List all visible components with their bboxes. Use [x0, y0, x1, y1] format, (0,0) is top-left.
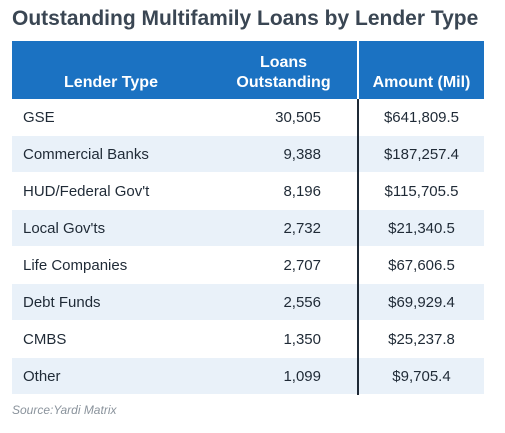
cell-amount: $115,705.5: [357, 172, 484, 210]
cell-lender-type: Local Gov'ts: [12, 209, 210, 247]
table-row: CMBS 1,350 $25,237.8: [12, 320, 484, 358]
table-row: Commercial Banks 9,388 $187,257.4: [12, 135, 484, 173]
cell-amount: $25,237.8: [357, 320, 484, 358]
column-header-loans-outstanding-label: Loans Outstanding: [210, 53, 357, 99]
column-header-lender-type: Lender Type: [12, 41, 210, 99]
cell-lender-type: Other: [12, 357, 210, 395]
table-row: Local Gov'ts 2,732 $21,340.5: [12, 209, 484, 247]
table-header-row: Lender Type Loans Outstanding Amount (Mi…: [12, 41, 484, 99]
cell-loans-outstanding: 1,099: [210, 357, 358, 395]
column-header-loans-outstanding: Loans Outstanding: [210, 41, 358, 99]
column-header-amount-label: Amount (Mil): [372, 74, 471, 91]
cell-amount: $187,257.4: [357, 135, 484, 173]
column-header-loans-line-1: Loans: [259, 54, 308, 71]
column-header-loans-line-2: Outstanding: [236, 74, 331, 91]
cell-amount: $69,929.4: [357, 283, 484, 321]
cell-lender-type: GSE: [12, 99, 210, 136]
cell-lender-type: Commercial Banks: [12, 135, 210, 173]
cell-lender-type: CMBS: [12, 320, 210, 358]
cell-loans-outstanding: 8,196: [210, 172, 358, 210]
cell-amount: $21,340.5: [357, 209, 484, 247]
cell-amount: $9,705.4: [357, 357, 484, 395]
table-row: Other 1,099 $9,705.4: [12, 357, 484, 395]
chart-title: Outstanding Multifamily Loans by Lender …: [12, 7, 479, 30]
table-row: Life Companies 2,707 $67,606.5: [12, 246, 484, 284]
cell-lender-type: Debt Funds: [12, 283, 210, 321]
cell-loans-outstanding: 9,388: [210, 135, 358, 173]
column-header-amount: Amount (Mil): [357, 41, 484, 99]
lender-table: Lender Type Loans Outstanding Amount (Mi…: [12, 41, 484, 395]
cell-amount: $67,606.5: [357, 246, 484, 284]
table-row: Debt Funds 2,556 $69,929.4: [12, 283, 484, 321]
table-row: HUD/Federal Gov't 8,196 $115,705.5: [12, 172, 484, 210]
cell-lender-type: Life Companies: [12, 246, 210, 284]
cell-loans-outstanding: 1,350: [210, 320, 358, 358]
cell-amount: $641,809.5: [357, 99, 484, 136]
table-body: GSE 30,505 $641,809.5 Commercial Banks 9,388…: [12, 99, 484, 395]
table-row: GSE 30,505 $641,809.5: [12, 99, 484, 136]
cell-loans-outstanding: 2,732: [210, 209, 358, 247]
cell-loans-outstanding: 2,556: [210, 283, 358, 321]
cell-loans-outstanding: 30,505: [210, 99, 358, 136]
column-header-lender-type-label: Lender Type: [64, 74, 158, 91]
cell-lender-type: HUD/Federal Gov't: [12, 172, 210, 210]
source-note: Source:Yardi Matrix: [12, 403, 117, 417]
cell-loans-outstanding: 2,707: [210, 246, 358, 284]
